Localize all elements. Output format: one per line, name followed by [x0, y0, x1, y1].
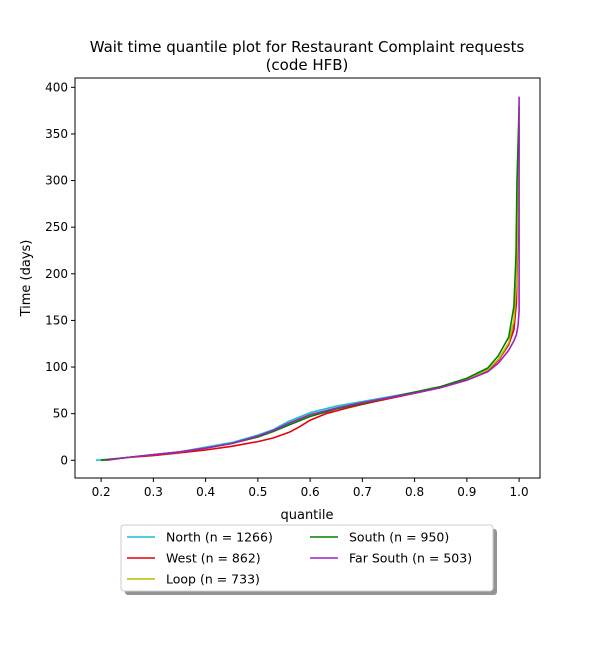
y-tick-label: 50 [53, 407, 68, 421]
y-axis-ticks: 0 50 100 150 200 250 300 350 400 [45, 80, 75, 467]
y-tick-label: 350 [45, 127, 68, 141]
legend-label: Loop (n = 733) [166, 572, 260, 587]
y-tick-label: 100 [45, 360, 68, 374]
x-tick-label: 0.4 [196, 485, 215, 499]
legend-label: Far South (n = 503) [349, 551, 472, 566]
x-tick-label: 0.9 [457, 485, 476, 499]
x-tick-label: 0.6 [301, 485, 320, 499]
y-tick-label: 150 [45, 313, 68, 327]
series-line-2 [101, 124, 520, 462]
x-tick-label: 0.5 [248, 485, 267, 499]
x-axis-ticks: 0.2 0.3 0.4 0.5 0.6 0.7 0.8 0.9 1.0 [92, 478, 529, 499]
y-axis-label: Time (days) [19, 240, 34, 318]
y-tick-label: 0 [60, 453, 68, 467]
series-line-1 [101, 133, 520, 462]
legend-label: North (n = 1266) [166, 530, 273, 545]
x-tick-label: 0.7 [353, 485, 372, 499]
y-tick-label: 250 [45, 220, 68, 234]
plot-area-frame [74, 77, 541, 479]
legend-label: South (n = 950) [349, 530, 449, 545]
y-tick-label: 400 [45, 80, 68, 94]
legend-box [120, 524, 494, 592]
x-axis-label: quantile [280, 508, 333, 523]
x-tick-label: 1.0 [510, 485, 529, 499]
chart-title-line2: (code HFB) [266, 56, 349, 74]
series-line-3 [101, 105, 520, 462]
legend-label: West (n = 862) [166, 551, 261, 566]
y-tick-label: 200 [45, 267, 68, 281]
chart-title-line1: Wait time quantile plot for Restaurant C… [90, 38, 525, 56]
series-lines [95, 96, 520, 462]
legend: North (n = 1266) West (n = 862) Loop (n = … [120, 524, 497, 595]
x-tick-label: 0.3 [144, 485, 163, 499]
series-line-0 [95, 124, 520, 462]
x-tick-label: 0.8 [405, 485, 424, 499]
y-tick-label: 300 [45, 174, 68, 188]
series-line-4 [106, 96, 520, 462]
x-tick-label: 0.2 [92, 485, 111, 499]
